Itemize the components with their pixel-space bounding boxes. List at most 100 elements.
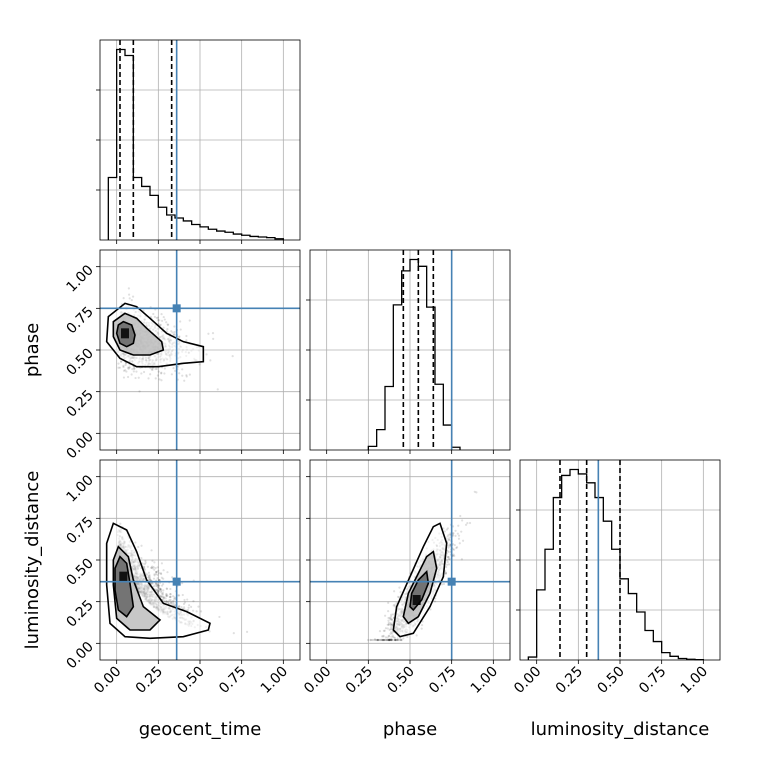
scatter-point [382,635,385,638]
scatter-point [391,613,395,616]
scatter-point [160,591,163,594]
scatter-point [468,521,472,525]
scatter-point [389,623,392,626]
scatter-point [442,527,445,530]
joint-luminosity_distance_vs_phase-peak [412,595,421,605]
scatter-point [433,600,437,603]
scatter-point [377,638,380,642]
scatter-point [382,638,386,642]
scatter-point [389,621,392,625]
scatter-point [172,601,175,605]
scatter-point [386,623,389,626]
scatter-point [457,524,460,527]
scatter-point [181,593,184,597]
scatter-point [377,638,380,642]
scatter-point [124,363,127,367]
scatter-point [157,586,160,589]
scatter-point [387,621,390,624]
scatter-point [156,589,159,593]
scatter-point [122,297,125,300]
scatter-point [165,600,168,603]
scatter-point [389,638,393,642]
scatter-point [163,318,166,321]
scatter-point [142,565,145,568]
scatter-point [444,572,448,575]
scatter-point [382,634,385,637]
scatter-point [212,337,215,340]
joint-panel-phase_vs_geocent_time: 0.00 0.25 0.50 0.75 1.00 [63,249,301,462]
scatter-point [455,546,458,550]
scatter-point [122,364,125,367]
scatter-point [167,601,170,604]
scatter-point [208,630,211,633]
scatter-point [163,599,166,603]
scatter-point [466,521,469,525]
scatter-point [390,635,393,638]
scatter-point [395,638,398,642]
hist-geocent_time-steps [107,48,284,240]
scatter-point [158,319,161,322]
hist-panel-geocent_time [96,39,301,244]
scatter-point [127,367,130,370]
scatter-point [151,367,154,370]
scatter-point [389,637,392,641]
scatter-point [447,555,450,559]
scatter-point [440,583,444,586]
scatter-point [127,287,130,290]
scatter-point [402,637,405,640]
scatter-point [384,614,387,617]
scatter-point [380,638,383,642]
scatter-point [369,638,372,642]
scatter-point [381,638,384,642]
scatter-point [447,537,450,540]
scatter-point [390,638,393,642]
scatter-point [406,635,409,639]
scatter-point [165,600,168,603]
scatter-point [390,618,394,621]
scatter-point [188,373,191,376]
scatter-point [464,523,468,526]
scatter-point [391,635,395,639]
scatter-point [125,370,128,373]
scatter-point [164,597,167,600]
scatter-point [173,603,176,606]
scatter-point [158,378,161,381]
scatter-point [197,605,200,608]
joint-luminosity_distance_vs_phase-xtick-label-4: 1.00 [468,664,501,697]
scatter-point [460,558,463,561]
scatter-point [385,638,389,642]
scatter-point [127,293,131,296]
scatter-point [388,638,391,642]
scatter-point [159,588,163,591]
scatter-point [154,566,157,570]
scatter-point [149,373,152,376]
scatter-point [232,632,235,635]
joint-luminosity_distance_vs_geocent_time-xtick-label-2: 0.50 [174,664,207,697]
scatter-point [181,582,184,585]
scatter-point [162,589,165,592]
joint-luminosity_distance_vs_geocent_time-ytick-label-4: 1.00 [63,472,96,505]
joint-phase_vs_geocent_time-ytick-label-3: 0.75 [63,304,96,337]
scatter-point [188,319,191,322]
scatter-point [177,594,180,597]
scatter-point [381,638,384,642]
scatter-point [192,600,195,603]
scatter-point [388,638,391,642]
scatter-point [155,588,158,591]
scatter-point [163,372,166,375]
scatter-point [161,593,165,596]
joint-luminosity_distance_vs_phase-xtick-label-1: 0.25 [343,664,376,697]
scatter-point [447,550,450,554]
scatter-point [147,576,150,579]
hist-luminosity_distance-xtick-label-1: 0.25 [553,664,586,697]
scatter-point [393,638,397,642]
scatter-point [133,367,136,370]
scatter-point [446,535,449,538]
hist-phase-steps [367,258,461,450]
scatter-point [185,334,188,338]
scatter-point [155,316,158,320]
hist-panel-luminosity_distance: 0.00 0.25 0.50 0.75 1.00 [511,459,721,697]
scatter-point [155,367,158,370]
scatter-point [389,627,392,631]
